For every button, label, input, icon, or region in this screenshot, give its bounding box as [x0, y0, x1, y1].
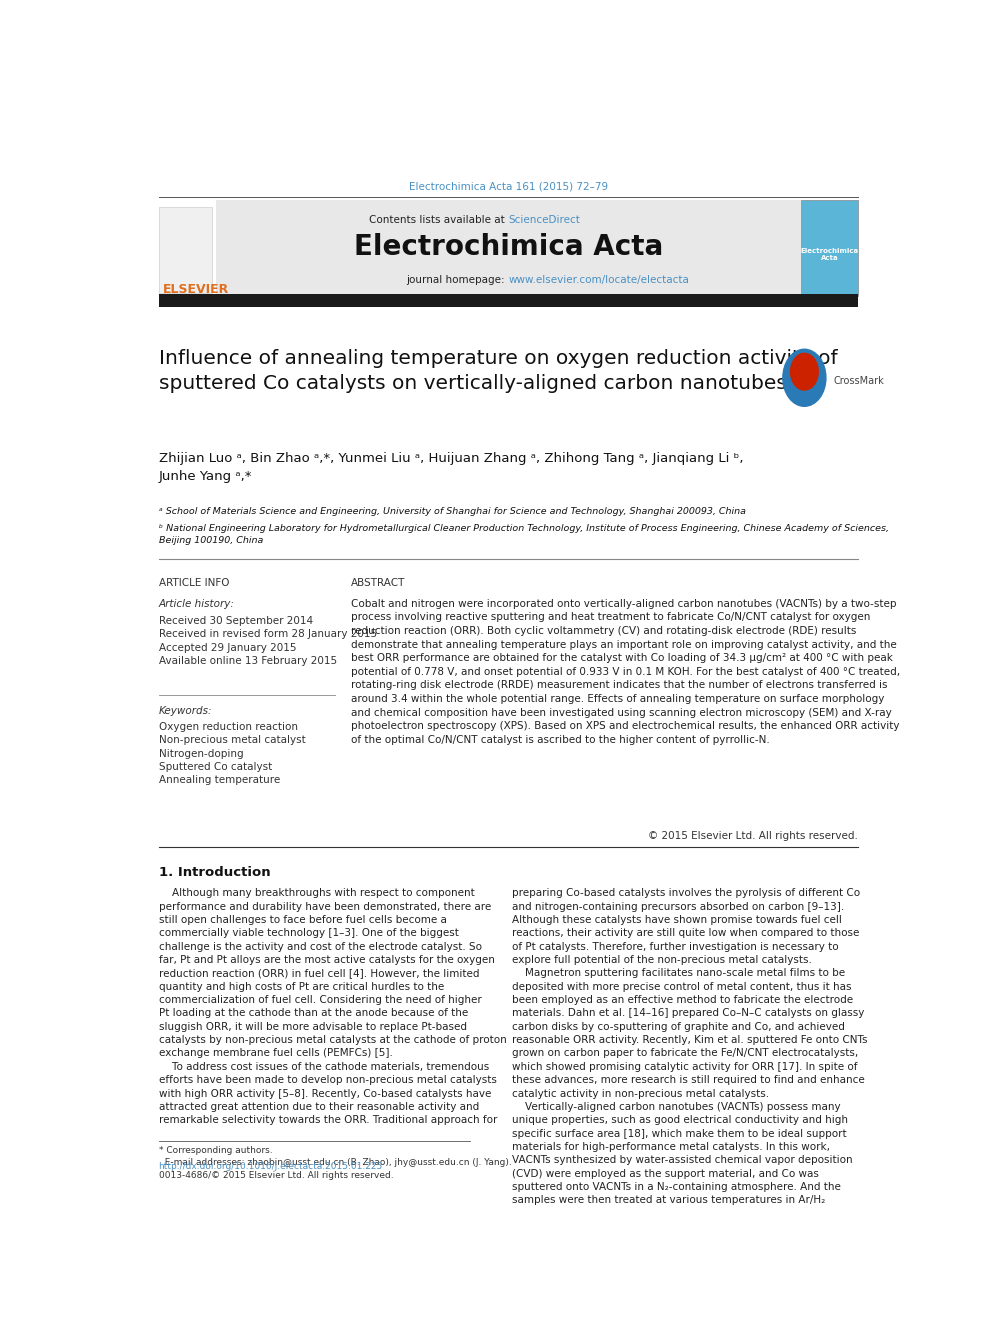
Text: Cobalt and nitrogen were incorporated onto vertically-aligned carbon nanotubes (: Cobalt and nitrogen were incorporated on…	[351, 599, 900, 745]
Text: journal homepage:: journal homepage:	[407, 275, 509, 284]
Text: ELSEVIER: ELSEVIER	[163, 283, 229, 296]
Text: ScienceDirect: ScienceDirect	[509, 214, 580, 225]
Text: * Corresponding authors.
  E-mail addresses: zhaobin@usst.edu.cn (B. Zhao), jhy@: * Corresponding authors. E-mail addresse…	[159, 1146, 511, 1167]
Text: ABSTRACT: ABSTRACT	[351, 578, 405, 589]
Text: Keywords:: Keywords:	[159, 705, 212, 716]
Text: 1. Introduction: 1. Introduction	[159, 865, 270, 878]
Text: Influence of annealing temperature on oxygen reduction activity of
sputtered Co : Influence of annealing temperature on ox…	[159, 349, 837, 393]
Text: © 2015 Elsevier Ltd. All rights reserved.: © 2015 Elsevier Ltd. All rights reserved…	[649, 831, 858, 841]
Text: ᵃ School of Materials Science and Engineering, University of Shanghai for Scienc: ᵃ School of Materials Science and Engine…	[159, 507, 746, 516]
Text: http://dx.doi.org/10.1016/j.electacta.2015.01.225: http://dx.doi.org/10.1016/j.electacta.20…	[159, 1162, 383, 1171]
Text: CrossMark: CrossMark	[833, 376, 884, 386]
Text: Oxygen reduction reaction
Non-precious metal catalyst
Nitrogen-doping
Sputtered : Oxygen reduction reaction Non-precious m…	[159, 722, 306, 785]
Text: Received 30 September 2014
Received in revised form 28 January 2015
Accepted 29 : Received 30 September 2014 Received in r…	[159, 617, 377, 665]
Text: Electrochimica
Acta: Electrochimica Acta	[801, 249, 858, 262]
FancyBboxPatch shape	[159, 206, 212, 294]
Circle shape	[783, 349, 826, 406]
Text: www.elsevier.com/locate/electacta: www.elsevier.com/locate/electacta	[509, 275, 689, 284]
Text: preparing Co-based catalysts involves the pyrolysis of different Co
and nitrogen: preparing Co-based catalysts involves th…	[512, 888, 868, 1205]
FancyBboxPatch shape	[159, 294, 858, 307]
Text: ᵇ National Engineering Laboratory for Hydrometallurgical Cleaner Production Tech: ᵇ National Engineering Laboratory for Hy…	[159, 524, 889, 545]
Text: Although many breakthroughs with respect to component
performance and durability: Although many breakthroughs with respect…	[159, 888, 506, 1126]
Text: Electrochimica Acta: Electrochimica Acta	[354, 233, 663, 261]
Text: Electrochimica Acta 161 (2015) 72–79: Electrochimica Acta 161 (2015) 72–79	[409, 181, 608, 191]
Circle shape	[791, 353, 818, 390]
FancyBboxPatch shape	[801, 200, 858, 296]
Text: Article history:: Article history:	[159, 599, 234, 609]
Text: ARTICLE INFO: ARTICLE INFO	[159, 578, 229, 589]
Text: Zhijian Luo ᵃ, Bin Zhao ᵃ,*, Yunmei Liu ᵃ, Huijuan Zhang ᵃ, Zhihong Tang ᵃ, Jian: Zhijian Luo ᵃ, Bin Zhao ᵃ,*, Yunmei Liu …	[159, 452, 743, 483]
FancyBboxPatch shape	[216, 200, 801, 296]
Text: 0013-4686/© 2015 Elsevier Ltd. All rights reserved.: 0013-4686/© 2015 Elsevier Ltd. All right…	[159, 1171, 393, 1180]
Text: Contents lists available at: Contents lists available at	[369, 214, 509, 225]
